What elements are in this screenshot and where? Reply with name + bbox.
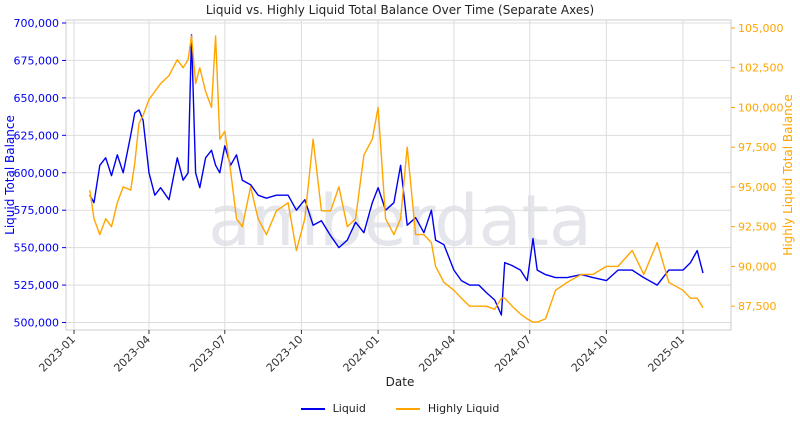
- y-right-tick-label: 95,000: [738, 181, 777, 194]
- y-right-tick-label: 100,000: [738, 101, 784, 114]
- x-tick-label: 2025-01: [645, 333, 687, 375]
- y-right-tick-label: 102,500: [738, 62, 784, 75]
- y-right-ticks: 87,500 90,000 92,500 95,000 97,500 100,000 102…: [731, 22, 784, 313]
- y-left-tick-label: 500,000: [14, 317, 60, 330]
- series-line-liquid: [89, 34, 704, 316]
- y-left-tick-label: 600,000: [14, 167, 60, 180]
- x-ticks: 2023-01 2023-04 2023-07 2023-10 2024-01 2024-…: [36, 330, 687, 375]
- x-tick-label: 2024-04: [416, 333, 458, 375]
- y-left-tick-label: 625,000: [14, 129, 60, 142]
- y-right-tick-label: 90,000: [738, 260, 777, 273]
- plot-frame: [65, 19, 732, 331]
- x-tick-label: 2023-01: [36, 333, 78, 375]
- series-line-highly-liquid: [89, 35, 704, 323]
- y-right-tick-label: 87,500: [738, 300, 777, 313]
- series-group: [89, 34, 704, 323]
- legend-item-liquid: Liquid: [300, 402, 366, 415]
- x-tick-label: 2024-07: [492, 333, 534, 375]
- y-left-tick-label: 675,000: [14, 54, 60, 67]
- y-left-tick-label: 700,000: [14, 17, 60, 30]
- y-right-tick-label: 105,000: [738, 22, 784, 35]
- y-left-tick-label: 525,000: [14, 279, 60, 292]
- legend-item-highly-liquid: Highly Liquid: [395, 402, 500, 415]
- legend-swatch-highly-liquid: [395, 407, 420, 410]
- y-right-tick-label: 92,500: [738, 221, 777, 234]
- legend: Liquid Highly Liquid: [0, 402, 800, 415]
- x-tick-label: 2024-10: [569, 333, 611, 375]
- legend-swatch-liquid: [300, 407, 325, 410]
- x-tick-label: 2023-07: [187, 333, 229, 375]
- y-left-tick-label: 650,000: [14, 92, 60, 105]
- chart-title: Liquid vs. Highly Liquid Total Balance O…: [206, 3, 594, 17]
- legend-label-highly-liquid: Highly Liquid: [427, 402, 500, 415]
- y-left-axis-label: Liquid Total Balance: [3, 115, 17, 235]
- y-right-tick-label: 97,500: [738, 141, 777, 154]
- x-tick-label: 2023-04: [111, 333, 153, 375]
- y-right-axis-label: Highly Liquid Total Balance: [781, 94, 795, 256]
- y-left-tick-label: 575,000: [14, 204, 60, 217]
- legend-label-liquid: Liquid: [332, 402, 366, 415]
- y-left-tick-label: 550,000: [14, 242, 60, 255]
- x-tick-label: 2024-01: [341, 333, 383, 375]
- x-axis-label: Date: [386, 375, 415, 389]
- y-left-ticks: 500,000 525,000 550,000 575,000 600,000 625,0…: [14, 17, 66, 330]
- x-tick-label: 2023-10: [264, 333, 306, 375]
